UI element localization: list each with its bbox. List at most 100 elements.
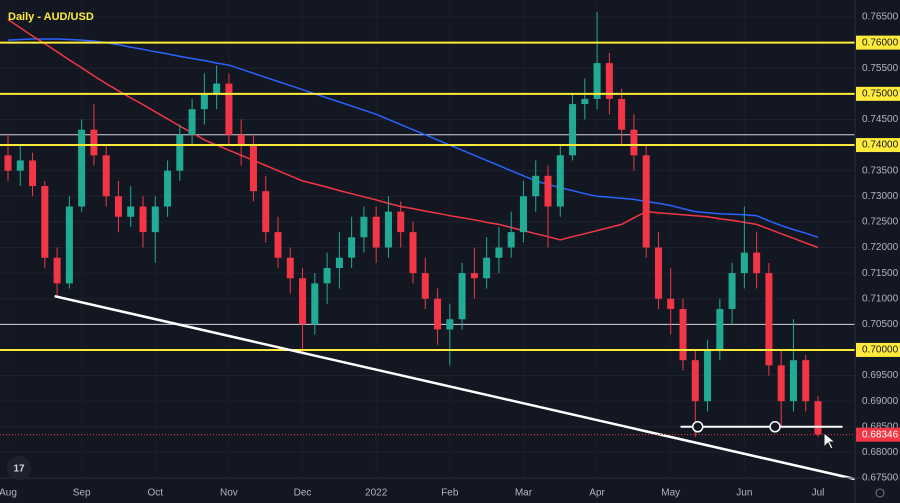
level-label: 0.74000 xyxy=(862,140,899,151)
candle-body xyxy=(335,257,343,268)
candle-body xyxy=(605,63,613,99)
candle-body xyxy=(262,191,270,233)
y-tick-label: 0.72500 xyxy=(862,217,899,228)
moving-average xyxy=(7,38,819,239)
y-tick-label: 0.69000 xyxy=(862,396,899,407)
level-label: 0.75000 xyxy=(862,88,899,99)
x-tick-label: Jun xyxy=(736,488,752,499)
x-tick-label: 2022 xyxy=(365,488,388,499)
candle-body xyxy=(114,196,122,217)
candle-body xyxy=(581,98,589,105)
candle-body xyxy=(618,98,626,130)
x-tick-label: Aug xyxy=(0,488,17,499)
candle-body xyxy=(384,211,392,248)
x-tick-label: Dec xyxy=(294,488,312,499)
candle-body xyxy=(495,247,503,258)
y-tick-label: 0.69500 xyxy=(862,370,899,381)
svg-text:17: 17 xyxy=(13,464,25,475)
y-tick-label: 0.74500 xyxy=(862,114,899,125)
last-price-box xyxy=(856,427,900,442)
y-tick-label: 0.76500 xyxy=(862,12,899,23)
candle-body xyxy=(446,319,454,330)
candle-body xyxy=(127,206,135,217)
candle-body xyxy=(593,63,601,99)
level-label-box xyxy=(856,35,900,50)
candle-body xyxy=(225,83,233,135)
moving-average xyxy=(7,18,819,249)
level-label: 0.70000 xyxy=(862,345,899,356)
y-tick-label: 0.71500 xyxy=(862,268,899,279)
candle-body xyxy=(716,308,724,350)
candle-body xyxy=(299,278,307,325)
candle-body xyxy=(814,401,822,435)
candle-body xyxy=(777,365,785,402)
y-tick-label: 0.73000 xyxy=(862,191,899,202)
y-tick-label: 0.73500 xyxy=(862,165,899,176)
candle-body xyxy=(409,232,417,274)
candle-body xyxy=(65,206,73,284)
y-tick-label: 0.70500 xyxy=(862,319,899,330)
candle-body xyxy=(213,83,221,94)
candle-body xyxy=(728,273,736,309)
candle-body xyxy=(704,349,712,402)
candle-body xyxy=(397,211,405,233)
x-tick-label: Sep xyxy=(73,488,91,499)
candle-body xyxy=(286,257,294,279)
candle-body xyxy=(237,134,245,146)
x-tick-label: Nov xyxy=(220,488,238,499)
candle-body xyxy=(421,273,429,299)
trendline xyxy=(54,294,856,481)
x-tick-label: Feb xyxy=(441,488,459,499)
candle-body xyxy=(16,160,24,171)
x-tick-label: Oct xyxy=(147,488,163,499)
candle-body xyxy=(200,93,208,110)
candle-body xyxy=(519,196,527,233)
candle-body xyxy=(544,175,552,207)
chart-title: Daily - AUD/USD xyxy=(8,11,94,23)
y-tick-label: 0.68500 xyxy=(862,421,899,432)
x-tick-label: Apr xyxy=(589,488,605,499)
x-tick-label: Jul xyxy=(812,488,825,499)
x-tick-label: May xyxy=(661,488,680,499)
candle-body xyxy=(483,257,491,279)
candle-body xyxy=(470,273,478,279)
candle-body xyxy=(654,247,662,299)
candle-body xyxy=(667,298,675,309)
candle-body xyxy=(188,109,196,135)
candle-body xyxy=(41,186,49,258)
candle-body xyxy=(691,360,699,402)
y-tick-label: 0.67500 xyxy=(862,473,899,484)
last-price-label: 0.68346 xyxy=(862,429,899,440)
settings-icon[interactable] xyxy=(875,488,885,498)
candle-body xyxy=(176,134,184,171)
candle-body xyxy=(753,252,761,274)
candle-body xyxy=(311,283,319,325)
candle-body xyxy=(642,155,650,248)
candle-body xyxy=(434,298,442,330)
x-tick-label: Mar xyxy=(515,488,533,499)
candle-body xyxy=(569,104,577,156)
support-touch xyxy=(769,421,781,433)
candle-body xyxy=(151,206,159,233)
candle-body xyxy=(139,206,147,233)
candle-body xyxy=(740,252,748,274)
candle-body xyxy=(532,175,540,197)
level-label-box xyxy=(856,138,900,153)
candle-body xyxy=(458,273,466,320)
y-tick-label: 0.68000 xyxy=(862,447,899,458)
candle-body xyxy=(802,360,810,402)
candle-body xyxy=(53,257,61,284)
candle-body xyxy=(372,216,380,248)
candle-body xyxy=(102,155,110,197)
candle-body xyxy=(679,308,687,361)
candle-body xyxy=(507,232,515,248)
y-tick-label: 0.71000 xyxy=(862,293,899,304)
candle-body xyxy=(164,170,172,207)
candle-body xyxy=(630,129,638,156)
y-tick-label: 0.72000 xyxy=(862,242,899,253)
y-tick-label: 0.75500 xyxy=(862,63,899,74)
candle-body xyxy=(765,273,773,366)
candle-body xyxy=(78,129,86,207)
